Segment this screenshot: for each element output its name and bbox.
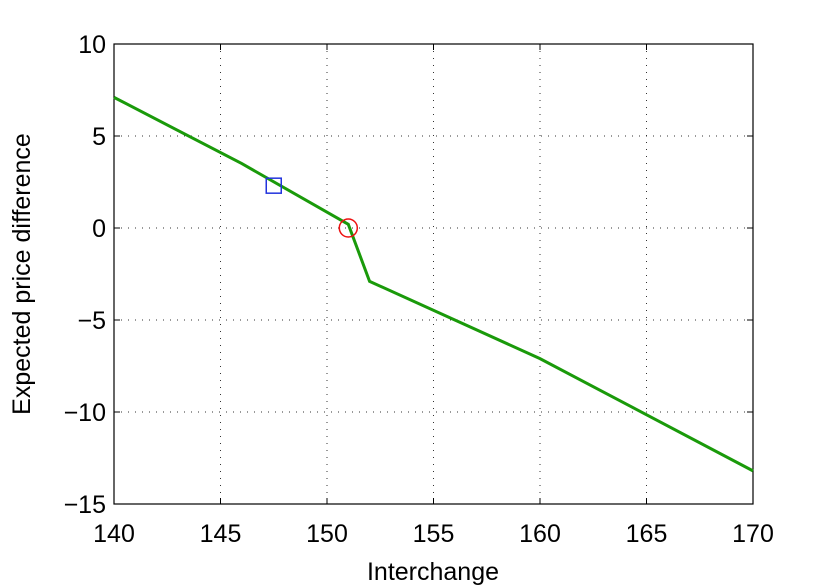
- x-tick-label: 165: [626, 520, 668, 548]
- y-tick-label: 0: [92, 215, 106, 243]
- x-tick-label: 150: [306, 520, 348, 548]
- y-axis-label: Expected price difference: [8, 133, 36, 415]
- data-line: [113, 96, 754, 473]
- y-tick-label: 10: [78, 31, 106, 59]
- x-axis-label: Interchange: [367, 558, 499, 586]
- x-tick-label: 145: [200, 520, 242, 548]
- y-tick-label: −5: [77, 307, 106, 335]
- marker-square: [265, 177, 282, 194]
- plot-area: [114, 44, 753, 504]
- x-tick-label: 160: [519, 520, 561, 548]
- y-tick-label: −10: [64, 399, 106, 427]
- y-tick-label: 5: [92, 123, 106, 151]
- y-tick-label: −15: [64, 491, 106, 519]
- axes-box: [113, 43, 754, 505]
- marker-circle: [338, 218, 359, 238]
- x-tick-label: 155: [413, 520, 455, 548]
- x-tick-label: 140: [93, 520, 135, 548]
- x-tick-label: 170: [732, 520, 774, 548]
